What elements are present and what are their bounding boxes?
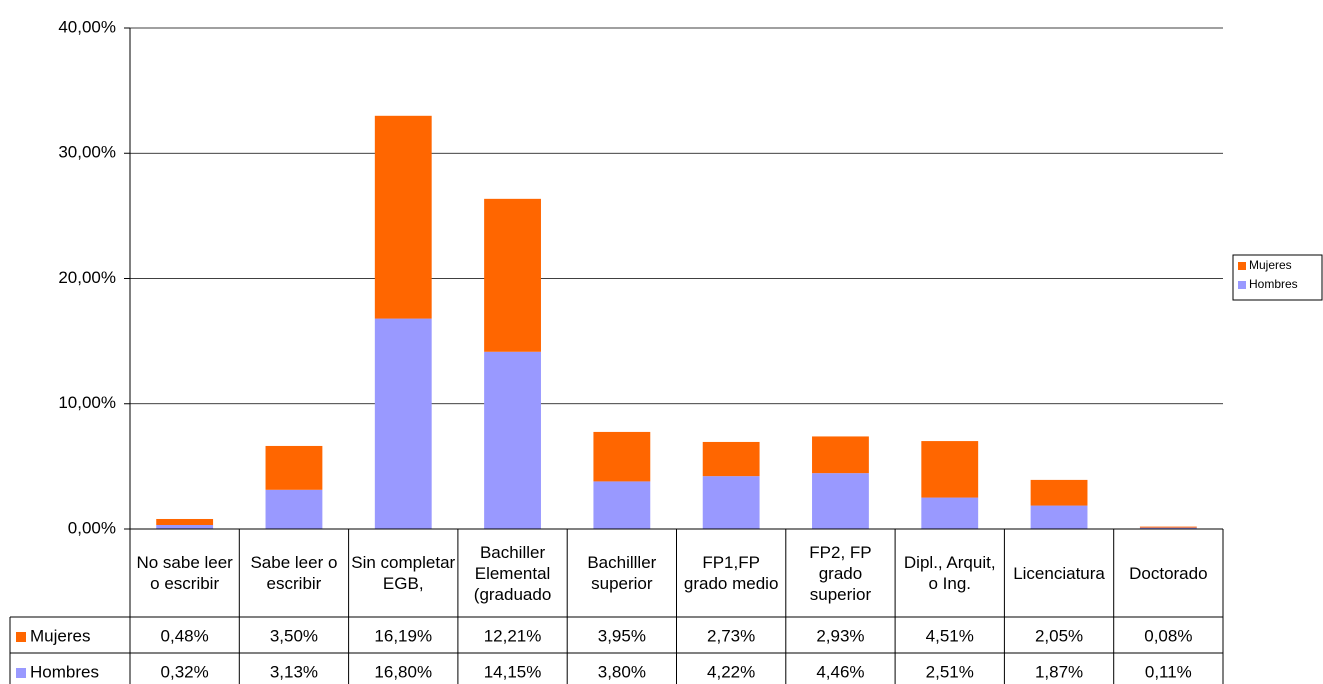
y-tick-label: 30,00%	[58, 143, 116, 162]
row-label: Hombres	[30, 662, 99, 681]
bar-segment	[374, 318, 432, 529]
legend-key	[16, 668, 26, 678]
bar-segment	[374, 115, 432, 319]
bar-segment	[484, 351, 541, 529]
bar-segment	[156, 518, 214, 525]
data-table	[9, 528, 1224, 684]
data-label: 3,80%	[598, 662, 646, 681]
bar-segment	[921, 497, 979, 529]
data-label: 0,11%	[1145, 662, 1192, 681]
y-tick-label: 40,00%	[58, 17, 116, 36]
legend-label: Mujeres	[1249, 258, 1292, 272]
x-tick-label: Licenciatura	[1013, 563, 1105, 583]
category-cell: Doctorado	[1129, 563, 1208, 583]
category-cell: FP2, FP grado superior	[809, 542, 872, 604]
category-cell: FP1,FP grado medio	[683, 553, 779, 593]
data-label: 14,15%	[484, 662, 542, 681]
data-label: 3,13%	[270, 662, 318, 681]
data-label: 16,80%	[374, 662, 432, 681]
data-label: 4,22%	[707, 662, 755, 681]
bar-segment	[812, 473, 869, 529]
category-cell: Bachiller Elemental (graduado	[473, 542, 552, 604]
bar-segment	[593, 431, 651, 482]
data-label: 4,51%	[926, 626, 974, 645]
bar-segment	[1139, 527, 1197, 529]
legend-key	[1238, 281, 1246, 289]
bar-segment	[593, 481, 651, 529]
bar-segment	[812, 436, 869, 474]
data-label: 0,32%	[161, 662, 209, 681]
bar-segment	[265, 445, 323, 490]
data-label: 0,48%	[161, 626, 209, 645]
category-cell: Bachilller superior	[587, 553, 657, 593]
x-tick-label: Sabe leer o escribir	[250, 553, 338, 593]
x-tick-label: FP2, FP grado superior	[809, 542, 872, 604]
x-tick-label: Bachilller superior	[587, 553, 657, 593]
row-label: Mujeres	[30, 626, 90, 645]
data-label: 1,87%	[1035, 662, 1083, 681]
legend-key	[16, 632, 26, 642]
legend-key	[1238, 262, 1246, 270]
legend-label: Hombres	[1249, 277, 1298, 291]
category-cell: Sin completar EGB,	[351, 553, 456, 593]
data-label: 12,21%	[484, 626, 542, 645]
bar-segment	[702, 476, 760, 529]
x-tick-label: Dipl., Arquit, o Ing.	[903, 553, 996, 593]
y-tick-label: 10,00%	[58, 393, 116, 412]
data-label: 2,73%	[707, 626, 755, 645]
y-tick-label: 0,00%	[68, 518, 116, 537]
x-tick-label: Doctorado	[1129, 563, 1208, 583]
bar-segment	[1030, 505, 1088, 529]
bar-segment	[921, 441, 979, 498]
data-label: 2,93%	[816, 626, 864, 645]
bar-segment	[484, 198, 541, 352]
x-tick-label: Sin completar EGB,	[351, 553, 456, 593]
bar-segment	[1030, 479, 1088, 506]
category-cell: No sabe leer o escribir	[136, 553, 233, 593]
category-cell: Sabe leer o escribir	[250, 553, 338, 593]
x-tick-label: FP1,FP grado medio	[683, 553, 779, 593]
category-cell: Licenciatura	[1013, 563, 1105, 583]
data-label: 16,19%	[374, 626, 432, 645]
data-label: 3,50%	[270, 626, 318, 645]
bar-segment	[156, 524, 214, 529]
y-tick-label: 20,00%	[58, 268, 116, 287]
x-tick-label: Bachiller Elemental (graduado	[473, 542, 552, 604]
x-tick-label: No sabe leer o escribir	[136, 553, 233, 593]
bar-segment	[265, 489, 323, 529]
data-label: 0,08%	[1144, 626, 1192, 645]
data-label: 3,95%	[598, 626, 646, 645]
bar-segment	[702, 441, 760, 477]
data-label: 2,51%	[926, 662, 974, 681]
category-cell: Dipl., Arquit, o Ing.	[903, 553, 996, 593]
legend	[1232, 254, 1323, 301]
data-label: 4,46%	[816, 662, 864, 681]
bar-segment	[1139, 526, 1197, 528]
data-label: 2,05%	[1035, 626, 1083, 645]
